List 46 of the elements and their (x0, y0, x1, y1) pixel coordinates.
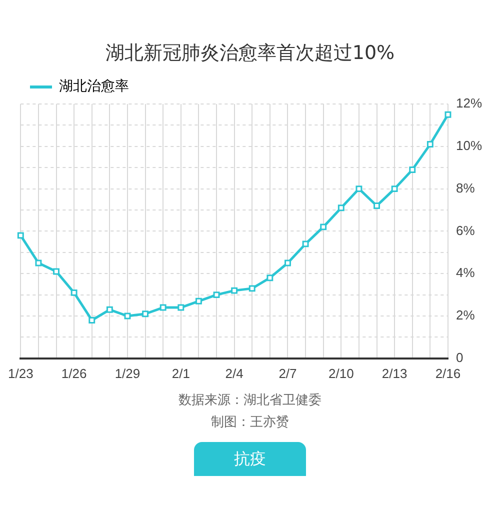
point (356, 186, 362, 192)
x-tick-label: 2/7 (278, 366, 297, 381)
point (338, 204, 344, 212)
point (106, 306, 113, 313)
x-tick-label: 2/10 (328, 366, 354, 381)
y-tick-label: 6% (456, 222, 476, 238)
x-tick-label: 2/13 (382, 366, 408, 381)
x-tick-label: 2/16 (435, 366, 461, 381)
point (142, 310, 149, 318)
text: 抗疫 (194, 442, 306, 476)
point (426, 141, 434, 148)
text: 制图：王亦赟 (210, 414, 290, 432)
point (88, 317, 96, 324)
y-tick-label: 12% (456, 96, 482, 111)
x-tick-label: 1/26 (61, 366, 87, 381)
x-tick-label: 2/4 (225, 366, 244, 381)
point (213, 292, 220, 298)
y-tick-label: 4% (456, 265, 476, 280)
y-tick-label: 0 (456, 350, 464, 365)
x-tick-label: 1/23 (8, 366, 34, 381)
point (160, 304, 166, 311)
point (178, 304, 184, 311)
point (35, 260, 42, 266)
point (124, 312, 131, 320)
point (231, 287, 238, 294)
y-tick-label: 10% (456, 138, 482, 153)
chart-title: 湖北新冠肺炎治愈率首次超过10% (104, 41, 396, 66)
point (444, 111, 452, 118)
point (195, 298, 202, 304)
source-note: 数据来源：湖北省卫健委 (178, 392, 322, 410)
point (391, 186, 398, 192)
y-tick-label: 8% (456, 180, 476, 196)
point (284, 260, 291, 266)
y-tick-label: 2% (456, 308, 476, 323)
point (248, 285, 256, 292)
point (320, 224, 327, 230)
legend-label: 湖北治愈率 (59, 78, 129, 95)
point (70, 289, 78, 296)
point (266, 274, 274, 282)
point (302, 240, 309, 248)
point (374, 202, 380, 209)
x-tick-label: 2/1 (172, 366, 190, 381)
point (53, 268, 60, 275)
point (17, 232, 24, 239)
point (409, 166, 416, 173)
x-tick-label: 1/29 (114, 366, 140, 381)
